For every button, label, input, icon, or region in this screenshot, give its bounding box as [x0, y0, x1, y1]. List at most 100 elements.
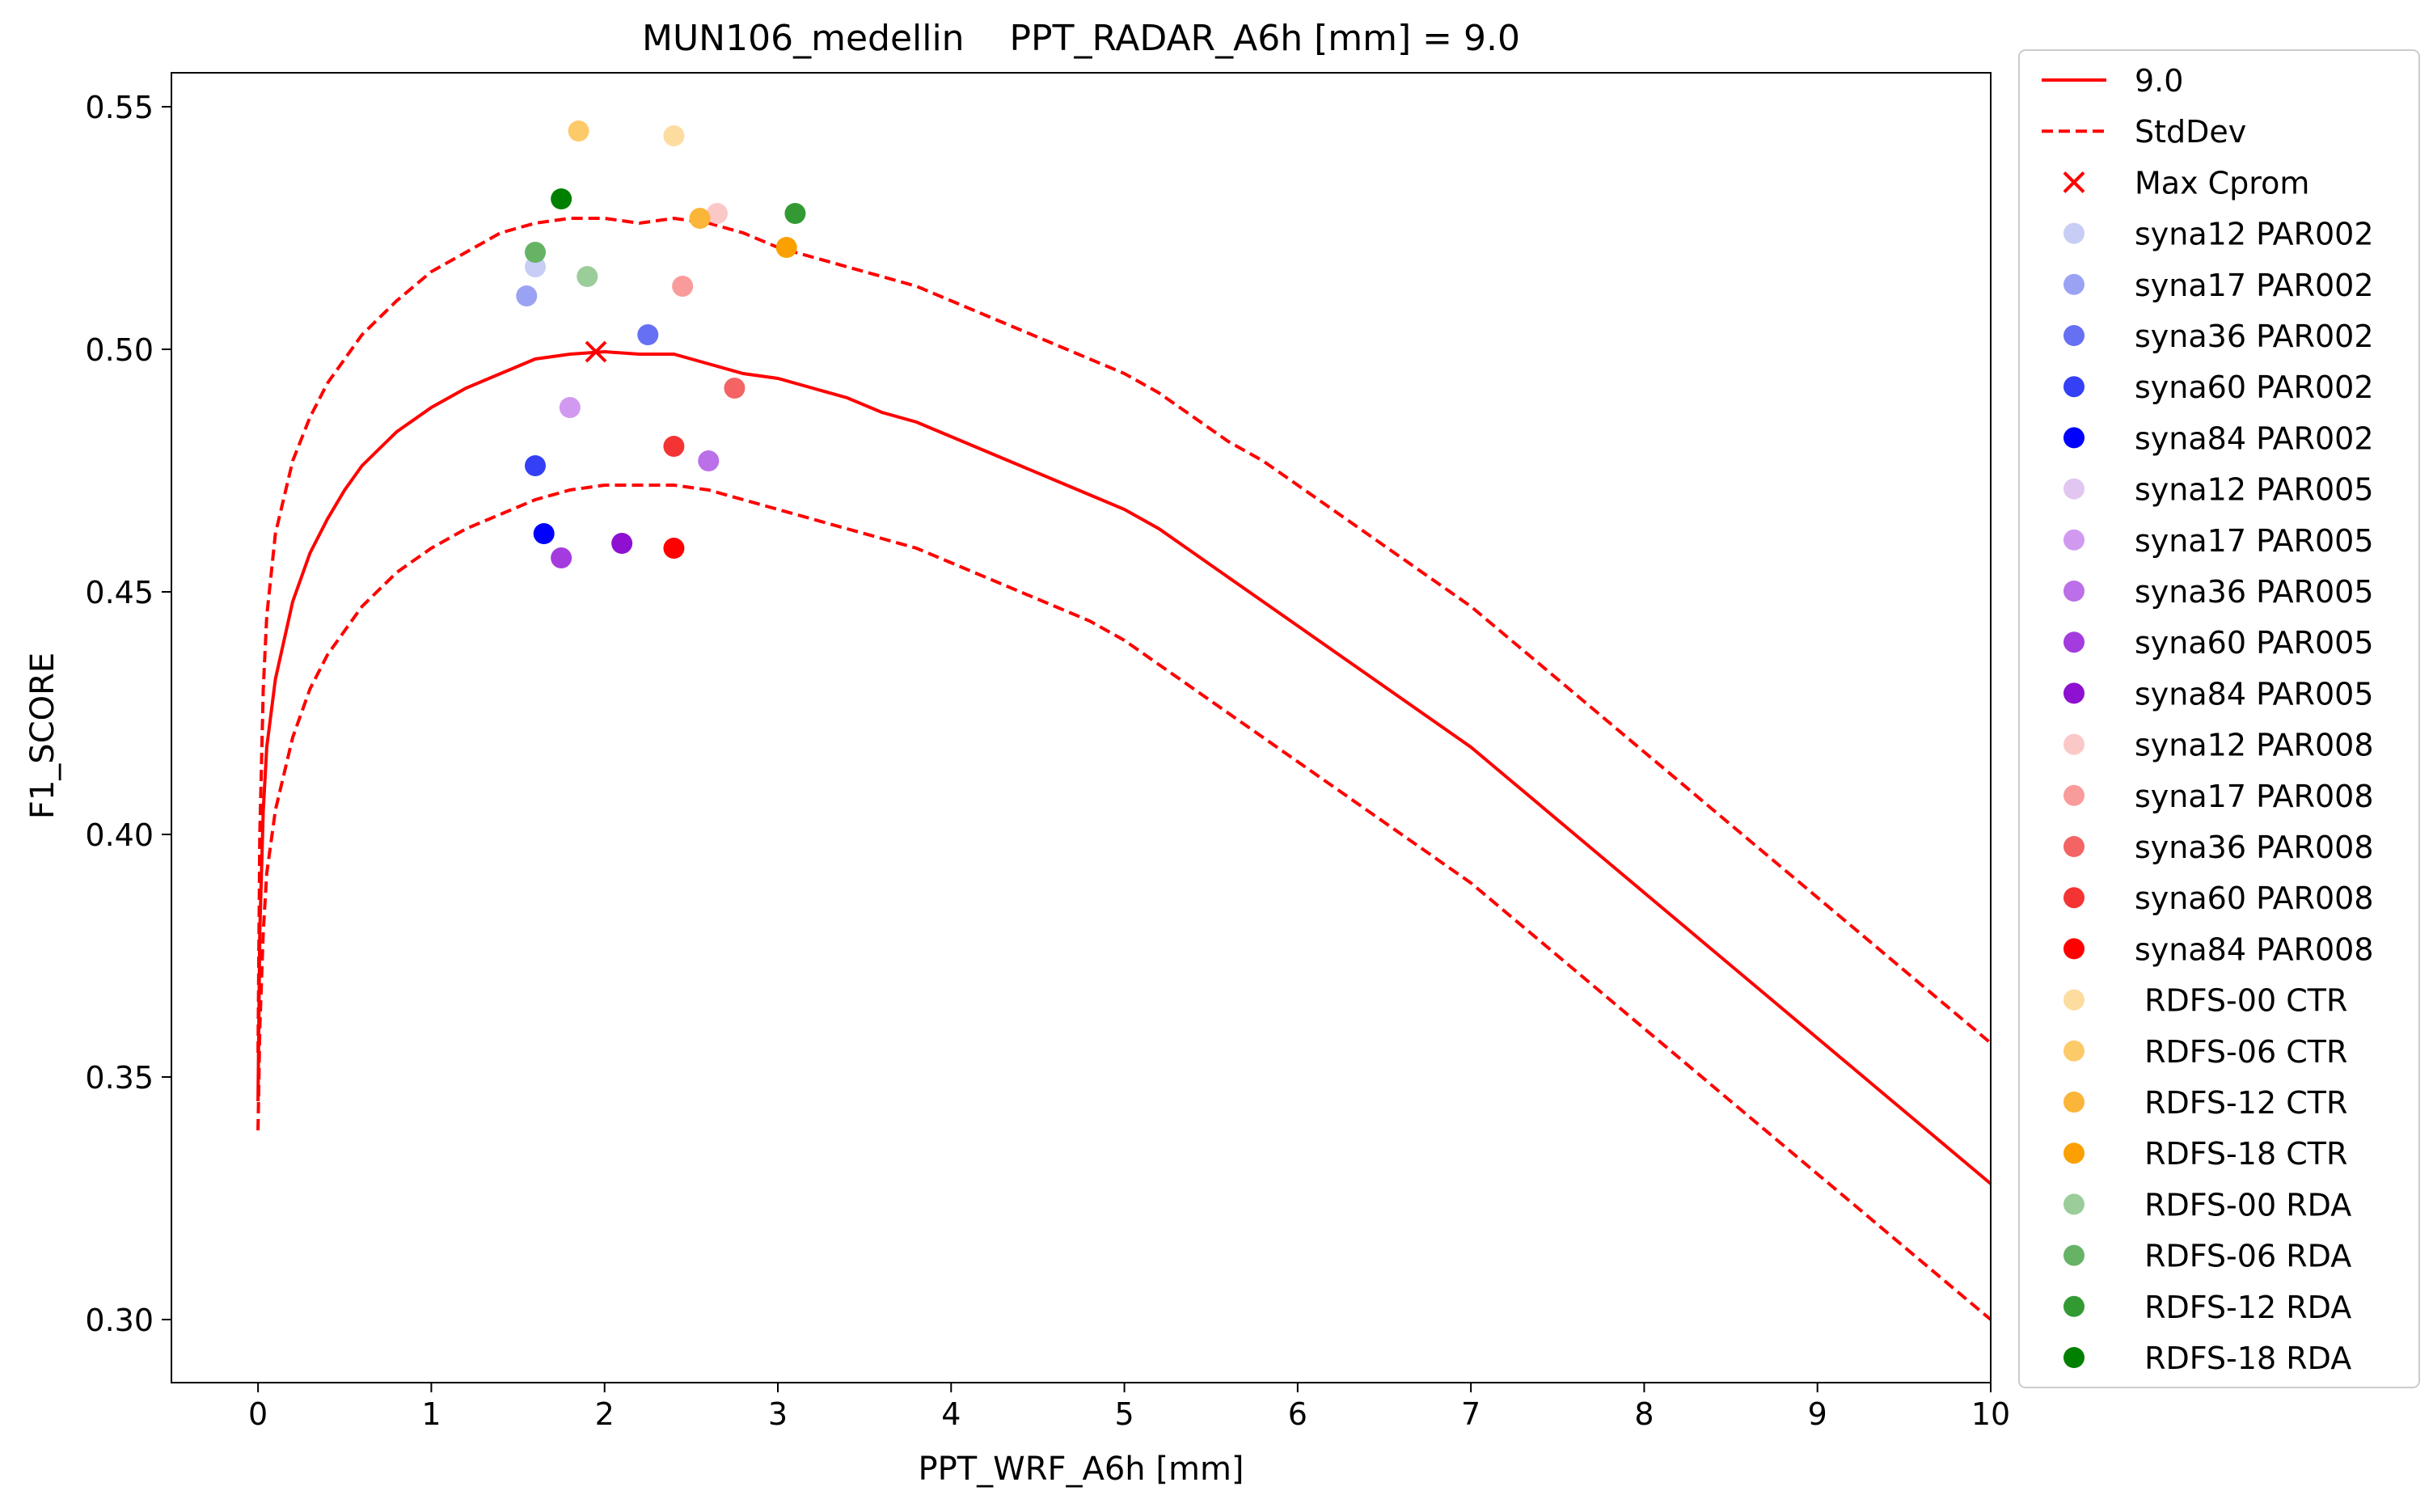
legend-label: RDFS-06 RDA	[2135, 1239, 2351, 1274]
y-tick-label: 0.50	[85, 332, 154, 368]
chart-title: MUN106_medellin PPT_RADAR_A6h [mm] = 9.0	[642, 18, 1520, 59]
legend-label: RDFS-00 RDA	[2135, 1187, 2351, 1223]
legend-entry: syna36 PAR005	[2063, 574, 2374, 610]
scatter-point-syna60-par002	[525, 455, 546, 476]
x-tick-label: 4	[941, 1396, 961, 1432]
scatter-point-syna12-par002	[525, 256, 546, 277]
legend-label: RDFS-06 CTR	[2135, 1034, 2347, 1070]
legend: 9.0 StdDev Max Cprom syna12 PAR002 syna17 PA…	[2018, 49, 2420, 1388]
legend-marker	[2063, 1193, 2085, 1215]
plot-area	[256, 120, 1992, 1321]
legend-marker	[2063, 325, 2085, 346]
x-axis-ticks: 0 1 2 3 4 5 6 7 8 9 10	[248, 1383, 2010, 1432]
legend-entry: RDFS-12 CTR	[2063, 1085, 2347, 1121]
y-tick-label: 0.30	[85, 1303, 154, 1338]
series-line-9-0	[256, 349, 1992, 1185]
x-tick-label: 8	[1634, 1396, 1654, 1432]
legend-marker	[2063, 989, 2085, 1011]
legend-label: syna60 PAR002	[2135, 370, 2374, 405]
scatter-point-syna84-par002	[533, 523, 555, 544]
legend-entry: Max Cprom	[2063, 165, 2309, 201]
legend-label: syna36 PAR008	[2135, 830, 2374, 865]
scatter-point-syna60-par005	[551, 547, 572, 568]
stddev-line-1	[256, 216, 1992, 1054]
scatter-point-rdfs-06-ctr	[568, 120, 589, 141]
max-cprom-marker	[585, 340, 607, 363]
legend-entry: syna12 PAR005	[2063, 472, 2374, 508]
legend-marker	[2063, 1092, 2085, 1113]
y-tick-label: 0.55	[85, 90, 154, 125]
legend-entry: syna36 PAR002	[2063, 319, 2374, 354]
scatter-point-rdfs-06-rda	[525, 242, 546, 263]
legend-entry: syna17 PAR002	[2063, 268, 2374, 303]
legend-marker	[2063, 836, 2085, 857]
x-tick-label: 3	[768, 1396, 788, 1432]
legend-label: StdDev	[2135, 114, 2246, 150]
legend-marker	[2063, 887, 2085, 909]
scatter-point-syna60-par008	[663, 436, 685, 457]
y-tick-label: 0.40	[85, 817, 154, 853]
x-tick-label: 1	[421, 1396, 441, 1432]
scatter-point-syna84-par008	[663, 538, 685, 559]
legend-marker	[2063, 938, 2085, 960]
legend-entry: RDFS-00 RDA	[2063, 1187, 2351, 1223]
scatter-point-syna36-par002	[637, 324, 659, 345]
legend-label: syna12 PAR005	[2135, 472, 2374, 508]
legend-entry: syna60 PAR008	[2063, 881, 2374, 916]
scatter-point-rdfs-12-ctr	[689, 208, 711, 229]
legend-label: syna12 PAR008	[2135, 728, 2374, 763]
legend-entry: RDFS-18 CTR	[2063, 1136, 2347, 1172]
x-tick-label: 10	[1971, 1396, 2010, 1432]
stddev-line-2	[256, 484, 1992, 1321]
legend-marker	[2063, 222, 2085, 244]
legend-marker	[2063, 733, 2085, 755]
scatter-point-rdfs-12-rda	[784, 203, 806, 224]
x-tick-label: 5	[1114, 1396, 1134, 1432]
legend-label: Max Cprom	[2135, 165, 2309, 201]
legend-entry: RDFS-06 CTR	[2063, 1034, 2347, 1070]
y-tick-label: 0.45	[85, 575, 154, 610]
scatter-point-rdfs-18-rda	[551, 188, 572, 209]
legend-label: syna60 PAR005	[2135, 625, 2374, 661]
legend-x-marker-b	[2063, 171, 2085, 193]
legend-label: RDFS-00 CTR	[2135, 983, 2347, 1019]
legend-label: syna60 PAR008	[2135, 881, 2374, 916]
max-cprom-stroke-b	[585, 340, 607, 363]
y-tick-label: 0.35	[85, 1060, 154, 1096]
legend-entry: 9.0	[2042, 63, 2183, 99]
legend-marker	[2063, 376, 2085, 398]
legend-entry: syna84 PAR008	[2063, 931, 2374, 967]
x-tick-label: 9	[1808, 1396, 1827, 1432]
scatter-point-syna36-par005	[698, 450, 720, 471]
legend-marker	[2063, 784, 2085, 806]
scatter-point-rdfs-00-ctr	[663, 125, 685, 146]
legend-label: syna17 PAR005	[2135, 523, 2374, 559]
x-tick-label: 2	[595, 1396, 615, 1432]
x-axis-label: PPT_WRF_A6h [mm]	[918, 1451, 1244, 1488]
legend-label: 9.0	[2135, 63, 2183, 99]
legend-marker	[2063, 581, 2085, 602]
legend-entry: StdDev	[2042, 114, 2246, 150]
legend-marker	[2063, 427, 2085, 449]
plot-frame	[171, 72, 1992, 1383]
x-tick-label: 0	[248, 1396, 268, 1432]
legend-entry: syna60 PAR002	[2063, 370, 2374, 405]
legend-marker	[2063, 1295, 2085, 1317]
legend-marker	[2063, 1244, 2085, 1266]
legend-marker	[2063, 529, 2085, 551]
legend-label: syna17 PAR008	[2135, 779, 2374, 814]
scatter-point-syna17-par002	[516, 285, 538, 306]
legend-entry: syna12 PAR008	[2063, 728, 2374, 763]
legend-label: syna84 PAR005	[2135, 676, 2374, 712]
legend-entry: syna84 PAR002	[2063, 420, 2374, 456]
legend-label: RDFS-12 CTR	[2135, 1085, 2347, 1121]
scatter-point-syna12-par008	[707, 203, 728, 224]
y-axis-ticks: 0.30 0.35 0.40 0.45 0.50 0.55	[85, 90, 171, 1338]
legend-label: syna12 PAR002	[2135, 217, 2374, 252]
legend-entry: syna17 PAR005	[2063, 523, 2374, 559]
legend-label: syna84 PAR008	[2135, 931, 2374, 967]
legend-marker	[2063, 1142, 2085, 1164]
legend-entry: syna60 PAR005	[2063, 625, 2374, 661]
legend-frame	[2018, 49, 2420, 1388]
